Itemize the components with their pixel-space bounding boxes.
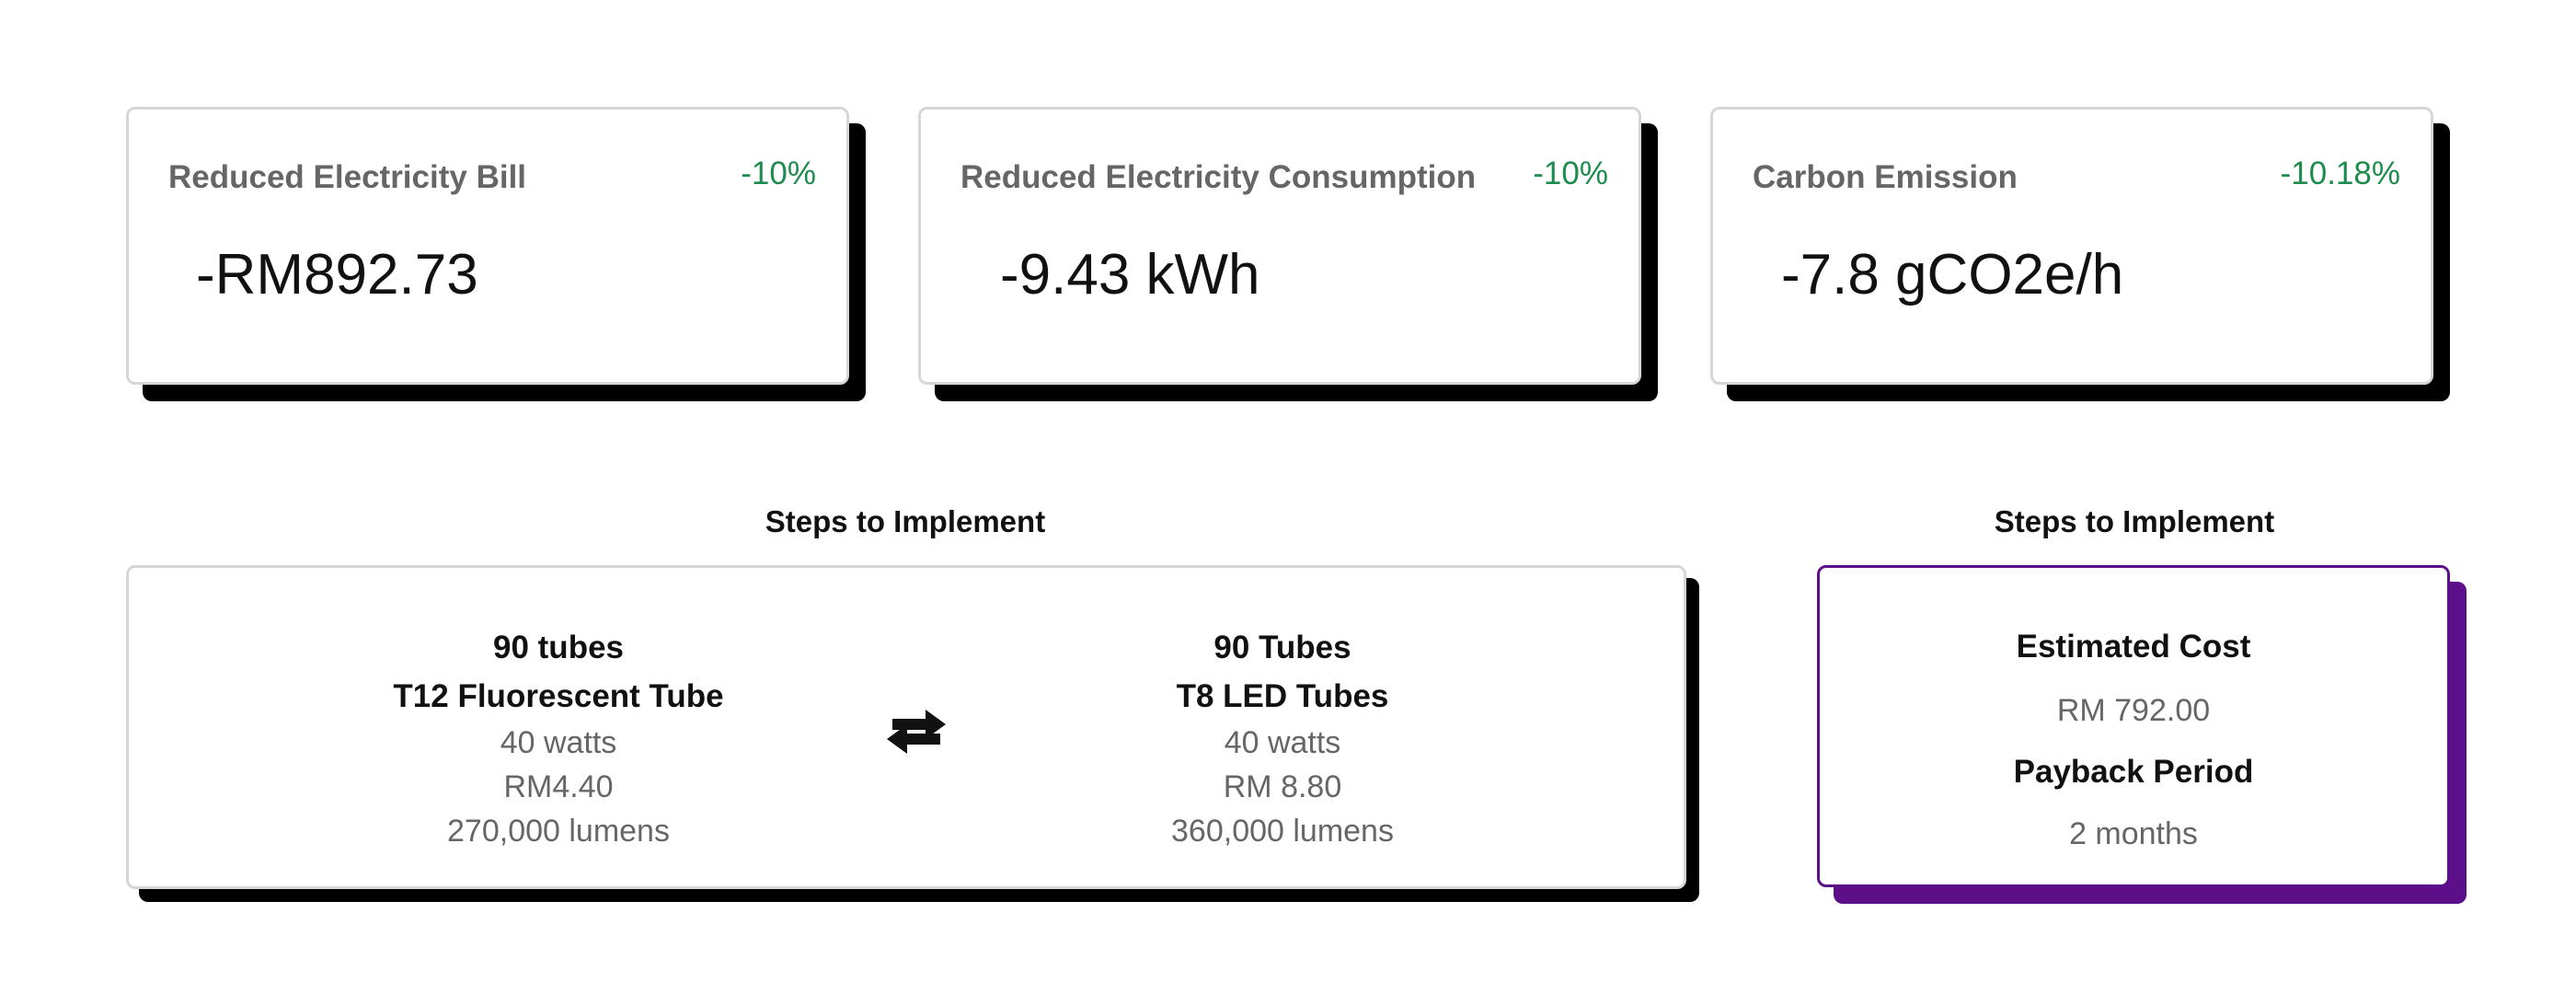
product-quantity: 90 Tubes	[1213, 630, 1351, 665]
steps-heading: Steps to Implement	[765, 504, 1046, 538]
stat-value: -9.43 kWh	[1000, 243, 1260, 306]
payback-period-value: 2 months	[2069, 816, 2198, 851]
product-price: RM 8.80	[1223, 769, 1342, 804]
estimated-cost-value: RM 792.00	[2056, 693, 2211, 728]
product-name: T8 LED Tubes	[1176, 678, 1389, 714]
electricity-consumption-card: Reduced Electricity Consumption -10% -9.…	[918, 107, 1641, 385]
current-product: 90 tubes T12 Fluorescent Tube 40 watts R…	[301, 623, 816, 853]
estimated-cost-label: Estimated Cost	[2016, 629, 2251, 665]
cost-heading: Steps to Implement	[1994, 504, 2275, 538]
payback-period-label: Payback Period	[2013, 754, 2254, 790]
stat-change: -10%	[1533, 156, 1608, 191]
stat-title: Reduced Electricity Consumption	[960, 159, 1477, 195]
product-lumens: 360,000 lumens	[1171, 814, 1394, 849]
replacement-product: 90 Tubes T8 LED Tubes 40 watts RM 8.80 3…	[1025, 623, 1540, 853]
stat-value: -RM892.73	[196, 243, 478, 306]
stat-title: Carbon Emission	[1753, 159, 2018, 195]
stat-change: -10.18%	[2280, 156, 2400, 191]
steps-card: 90 tubes T12 Fluorescent Tube 40 watts R…	[126, 565, 1686, 889]
product-watts: 40 watts	[1224, 725, 1341, 760]
cost-card: Estimated Cost RM 792.00 Payback Period …	[1817, 565, 2450, 887]
exchange-arrows-icon	[887, 710, 946, 754]
stat-title: Reduced Electricity Bill	[168, 159, 527, 195]
carbon-emission-card: Carbon Emission -10.18% -7.8 gCO2e/h	[1710, 107, 2433, 385]
stat-value: -7.8 gCO2e/h	[1781, 243, 2124, 306]
product-watts: 40 watts	[500, 725, 617, 760]
stat-change: -10%	[741, 156, 816, 191]
product-name: T12 Fluorescent Tube	[393, 678, 724, 714]
product-quantity: 90 tubes	[493, 630, 624, 665]
electricity-bill-card: Reduced Electricity Bill -10% -RM892.73	[126, 107, 849, 385]
product-price: RM4.40	[503, 769, 614, 804]
product-lumens: 270,000 lumens	[447, 814, 670, 849]
